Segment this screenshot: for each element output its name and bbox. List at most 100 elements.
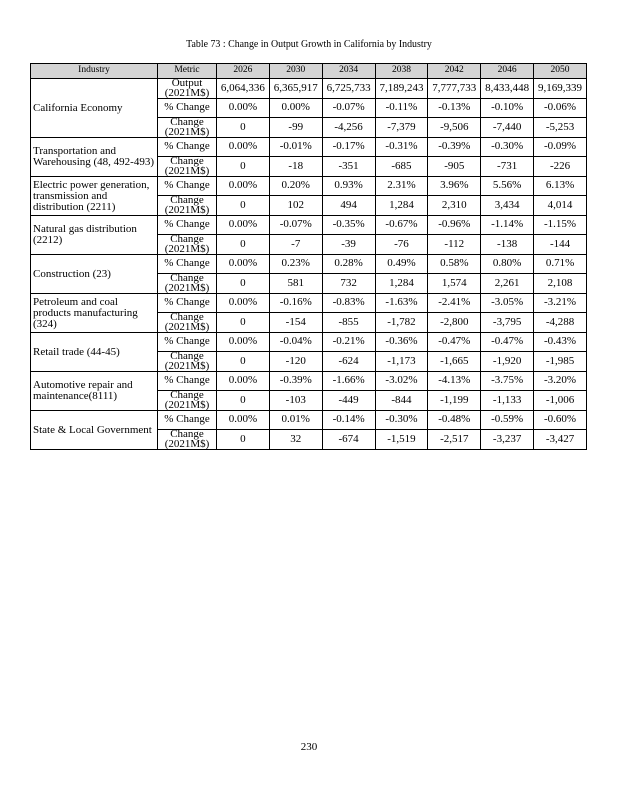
page-number: 230: [300, 741, 318, 753]
value-cell: -624: [321, 351, 376, 372]
value-cell: 0.23%: [268, 254, 323, 274]
header-cell: 2038: [374, 63, 429, 79]
value-cell: -0.06%: [533, 98, 587, 118]
value-cell: -1,199: [427, 390, 482, 411]
value-cell: -0.07%: [268, 215, 323, 235]
table-row: Transportation and Warehousing (48, 492-…: [30, 137, 587, 177]
value-cell: 102: [268, 195, 323, 216]
value-cell: 0.00%: [216, 293, 270, 313]
value-cell: -2,517: [427, 429, 482, 450]
table-title: Table 73 : Change in Output Growth in Ca…: [186, 38, 432, 50]
value-cell: -0.30%: [374, 410, 429, 430]
metric-cell: Change (2021M$): [157, 117, 217, 138]
value-cell: 2,310: [427, 195, 482, 216]
value-cell: -1,133: [480, 390, 535, 411]
value-cell: -1.66%: [321, 371, 376, 391]
value-cell: -855: [321, 312, 376, 333]
value-cell: -0.13%: [427, 98, 482, 118]
value-cell: 0.58%: [427, 254, 482, 274]
table-row: Change (2021M$) 0 32 -674 -1,519 -2,517 -3,237…: [31, 429, 587, 450]
industry-cell: Transportation and Warehousing (48, 492-…: [30, 137, 158, 177]
value-cell: -7,440: [480, 117, 535, 138]
metric-cell: % Change: [157, 410, 217, 430]
value-cell: -0.35%: [321, 215, 376, 235]
metric-cell: % Change: [157, 215, 217, 235]
metric-cell: Change (2021M$): [157, 429, 217, 450]
header-cell: Metric: [157, 63, 217, 79]
value-cell: -3.02%: [374, 371, 429, 391]
table-row: Change (2021M$) 0 -99 -4,256 -7,379 -9,506 -7,…: [31, 117, 587, 138]
value-cell: -0.83%: [321, 293, 376, 313]
header-cell: 2050: [533, 63, 587, 79]
metric-cell: % Change: [157, 137, 217, 157]
table-row: Change (2021M$) 0 102 494 1,284 2,310 3,434 4,0…: [31, 195, 587, 216]
value-cell: -4,288: [533, 312, 587, 333]
value-cell: 6.13%: [533, 176, 587, 196]
value-cell: -0.48%: [427, 410, 482, 430]
table-row: Electric power generation, transmission …: [30, 176, 587, 216]
value-cell: -76: [374, 234, 429, 255]
value-cell: 0.00%: [216, 176, 270, 196]
value-cell: 5.56%: [480, 176, 535, 196]
value-cell: -0.96%: [427, 215, 482, 235]
metric-cell: Change (2021M$): [157, 195, 217, 216]
value-cell: -103: [268, 390, 323, 411]
value-cell: -7: [268, 234, 323, 255]
table-body: California Economy Output (2021M$) 6,064,3…: [30, 78, 587, 450]
value-cell: 0.00%: [216, 98, 270, 118]
metric-cell: % Change: [157, 176, 217, 196]
value-cell: -2.41%: [427, 293, 482, 313]
value-cell: -2,800: [427, 312, 482, 333]
value-cell: -1,782: [374, 312, 429, 333]
value-cell: 3,434: [480, 195, 535, 216]
value-cell: -0.01%: [268, 137, 323, 157]
value-cell: -449: [321, 390, 376, 411]
header-cell: 2030: [268, 63, 323, 79]
value-cell: -18: [268, 156, 323, 177]
value-cell: 6,365,917: [268, 78, 323, 99]
value-cell: 0: [216, 429, 270, 450]
header-cell: Industry: [30, 63, 158, 79]
value-cell: -1,173: [374, 351, 429, 372]
value-cell: 0.01%: [268, 410, 323, 430]
value-cell: 3.96%: [427, 176, 482, 196]
table-row: California Economy Output (2021M$) 6,064,3…: [30, 78, 587, 138]
table-row: Natural gas distribution (2212)% Change 0…: [30, 215, 587, 255]
value-cell: -3.75%: [480, 371, 535, 391]
value-cell: 0.93%: [321, 176, 376, 196]
value-cell: -0.47%: [427, 332, 482, 352]
value-cell: -1,519: [374, 429, 429, 450]
value-cell: 0: [216, 234, 270, 255]
value-cell: -3.05%: [480, 293, 535, 313]
value-cell: -0.60%: [533, 410, 587, 430]
value-cell: -3,795: [480, 312, 535, 333]
table-row: Change (2021M$) 0 581 732 1,284 1,574 2,261 2,1…: [31, 273, 587, 294]
value-cell: -3,237: [480, 429, 535, 450]
value-cell: 7,189,243: [374, 78, 429, 99]
table-row: Construction (23)% Change 0.00% 0.23% 0.28%…: [30, 254, 587, 294]
value-cell: -351: [321, 156, 376, 177]
header-cell: 2046: [480, 63, 535, 79]
value-cell: -154: [268, 312, 323, 333]
value-cell: -9,506: [427, 117, 482, 138]
value-cell: 32: [268, 429, 323, 450]
value-cell: 8,433,448: [480, 78, 535, 99]
value-cell: -5,253: [533, 117, 587, 138]
value-cell: 2,261: [480, 273, 535, 294]
value-cell: -0.04%: [268, 332, 323, 352]
industry-cell: Natural gas distribution (2212): [30, 215, 158, 255]
value-cell: -0.14%: [321, 410, 376, 430]
value-cell: 0: [216, 117, 270, 138]
value-cell: -0.31%: [374, 137, 429, 157]
value-cell: 0.00%: [216, 332, 270, 352]
value-cell: -39: [321, 234, 376, 255]
header-cell: 2042: [427, 63, 482, 79]
industry-cell: Construction (23): [30, 254, 158, 294]
value-cell: 0.00%: [216, 254, 270, 274]
table: Industry Metric 2026 2030 2034 2038 2042 2046 20…: [30, 63, 587, 450]
metric-cell: Output (2021M$): [157, 78, 217, 99]
value-cell: -0.59%: [480, 410, 535, 430]
value-cell: -4.13%: [427, 371, 482, 391]
value-cell: 0: [216, 273, 270, 294]
table-row: Change (2021M$) 0 -103 -449 -844 -1,199 -1,133…: [31, 390, 587, 411]
